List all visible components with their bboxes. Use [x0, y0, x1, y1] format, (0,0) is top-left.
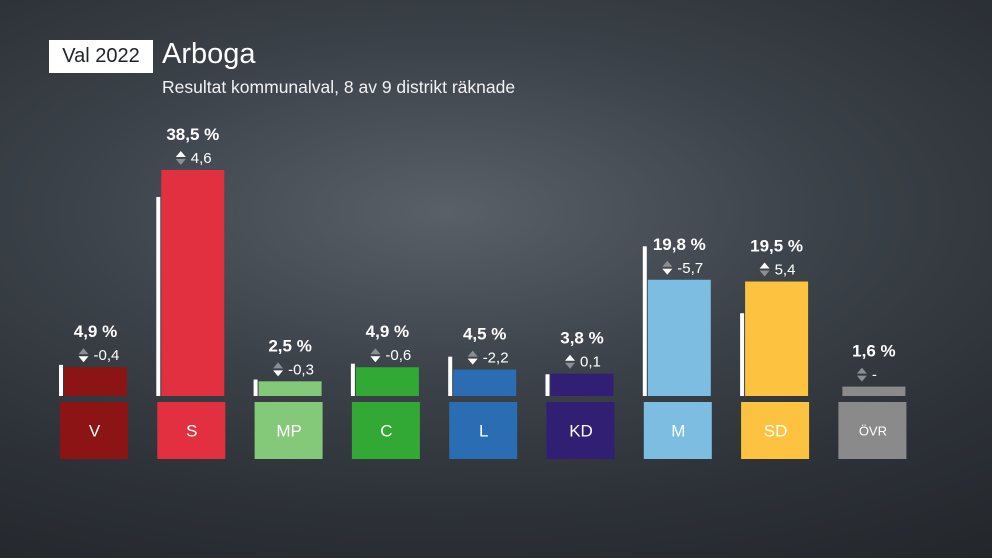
bar-övr [842, 386, 906, 396]
change-arrow-icon-kd [565, 354, 575, 369]
change-label-mp: -0,3 [288, 361, 314, 378]
value-label-m: 19,8 % [653, 235, 706, 254]
change-arrow-icon-sd [759, 262, 770, 277]
bar-kd [550, 373, 614, 396]
party-label-box-m [643, 402, 712, 459]
party-label-box-v [60, 402, 128, 459]
party-label-kd: KD [569, 422, 593, 441]
chart-subtitle: Resultat kommunalval, 8 av 9 distrikt rä… [162, 77, 516, 97]
change-label-m: -5,7 [677, 260, 703, 277]
previous-result-marker-v [59, 364, 63, 396]
previous-result-marker-mp [253, 379, 258, 396]
value-label-kd: 3,8 % [560, 329, 603, 348]
change-label-l: -2,2 [483, 350, 509, 367]
value-label-mp: 2,5 % [268, 336, 311, 355]
party-label-box-l [449, 402, 518, 459]
value-label-övr: 1,6 % [852, 342, 895, 361]
change-arrow-icon-l [467, 350, 478, 365]
party-label-sd: SD [764, 422, 788, 441]
value-label-sd: 19,5 % [750, 237, 803, 256]
party-label-mp: MP [276, 422, 302, 441]
bar-s [161, 170, 225, 396]
change-arrow-icon-c [370, 348, 381, 363]
party-label-box-c [351, 402, 420, 459]
change-arrow-icon-m [662, 260, 673, 275]
value-label-s: 38,5 % [166, 125, 219, 144]
bar-m [647, 279, 711, 396]
bar-v [64, 367, 127, 396]
change-label-c: -0,6 [385, 347, 411, 364]
bar-mp [258, 381, 322, 396]
party-label-övr: ÖVR [859, 424, 887, 439]
change-label-kd: 0,1 [580, 354, 601, 371]
party-label-box-mp [254, 402, 323, 459]
party-label-box-kd [546, 402, 615, 459]
bar-l [453, 369, 517, 396]
party-label-v: V [89, 422, 101, 441]
change-arrow-icon-övr [856, 367, 867, 382]
party-label-l: L [479, 422, 488, 441]
bar-sd [745, 281, 809, 396]
previous-result-marker-l [448, 356, 453, 396]
chart-title: Arboga [162, 38, 256, 70]
party-label-box-övr [838, 402, 907, 459]
value-label-l: 4,5 % [463, 325, 506, 344]
year-badge: Val 2022 [49, 40, 153, 73]
previous-result-marker-kd [545, 374, 550, 396]
party-label-box-s [157, 402, 226, 459]
value-label-c: 4,9 % [366, 322, 409, 341]
previous-result-marker-c [350, 363, 355, 396]
change-arrow-icon-s [175, 151, 186, 165]
party-label-s: S [186, 422, 197, 441]
party-label-box-sd [741, 402, 810, 459]
change-arrow-icon-v [78, 348, 89, 363]
bar-c [355, 367, 419, 396]
party-label-m: M [671, 422, 685, 441]
previous-result-marker-s [156, 197, 161, 396]
party-label-c: C [380, 422, 392, 441]
change-label-övr: - [872, 367, 877, 384]
value-label-v: 4,9 % [74, 322, 117, 341]
change-label-sd: 5,4 [775, 262, 796, 279]
previous-result-marker-sd [740, 313, 745, 396]
previous-result-marker-m [642, 246, 647, 396]
change-arrow-icon-mp [273, 362, 284, 377]
change-label-v: -0,4 [94, 347, 120, 364]
change-label-s: 4,6 [191, 150, 212, 167]
